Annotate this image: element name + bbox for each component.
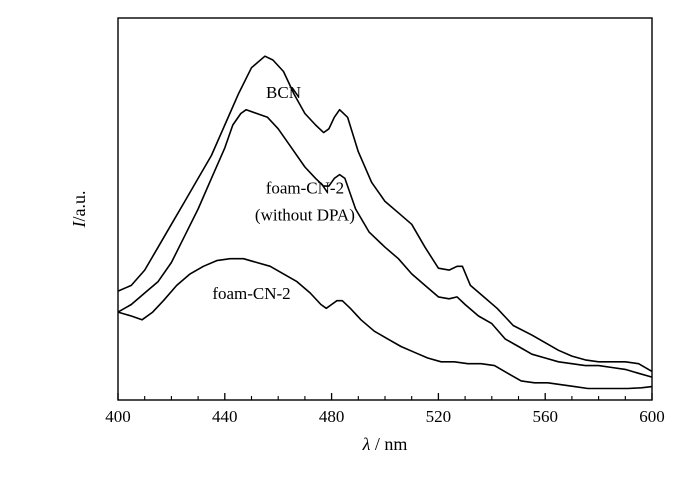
x-axis-label: λ / nm	[362, 434, 408, 454]
y-axis-symbol: I	[69, 221, 89, 229]
series-line-bcn	[117, 55, 653, 373]
series-line-foam-cn-2-without-dpa	[117, 108, 653, 378]
y-axis-label: I/a.u.	[69, 191, 89, 229]
series-layer	[117, 55, 653, 390]
x-tick-label: 600	[639, 407, 665, 426]
x-tick-label: 480	[319, 407, 345, 426]
curve-label-3: (without DPA)	[255, 205, 355, 224]
x-tick-label: 440	[212, 407, 238, 426]
series-line-foam-cn-2	[117, 257, 653, 390]
x-axis-symbol: λ	[362, 434, 371, 454]
x-axis-unit: / nm	[370, 434, 407, 454]
curve-label-4: foam-CN-2	[212, 284, 290, 303]
curve-label-2: foam-CN-2	[266, 179, 344, 198]
annotation-layer: BCN foam-CN-2 (without DPA) foam-CN-2	[212, 83, 355, 303]
x-tick-label: 400	[105, 407, 131, 426]
curve-label-1: BCN	[266, 83, 301, 102]
x-tick-label: 520	[426, 407, 452, 426]
axis-layer: 400 440 480 520 560 600 λ / nm I/a.u.	[69, 191, 665, 455]
x-tick-label: 560	[532, 407, 558, 426]
y-axis-unit: /a.u.	[69, 191, 89, 222]
